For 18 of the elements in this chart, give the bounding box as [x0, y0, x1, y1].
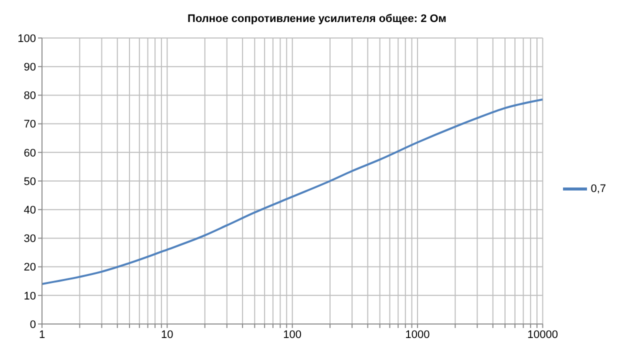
y-tick-label: 70 — [24, 118, 36, 131]
x-tick-label: 10000 — [527, 328, 558, 341]
y-tick-label: 90 — [24, 62, 36, 74]
x-tick-label: 100 — [283, 328, 302, 341]
legend-label: 0,7 — [590, 182, 606, 195]
x-tick-label: 1000 — [405, 328, 430, 341]
y-tick-label: 0 — [30, 318, 36, 331]
y-tick-label: 10 — [24, 290, 36, 302]
x-tick-label: 1 — [38, 328, 46, 341]
chart-title: Полное сопротивление усилителя общее: 2 Ом — [186, 12, 448, 27]
x-tick-label: 10 — [161, 328, 174, 341]
y-tick-label: 80 — [24, 90, 36, 102]
y-tick-label: 40 — [24, 204, 36, 217]
y-tick-label: 60 — [24, 147, 36, 160]
y-tick-label: 50 — [24, 176, 36, 188]
y-tick-label: 100 — [18, 32, 36, 45]
y-tick-label: 20 — [24, 262, 36, 274]
y-tick-label: 30 — [24, 233, 36, 246]
